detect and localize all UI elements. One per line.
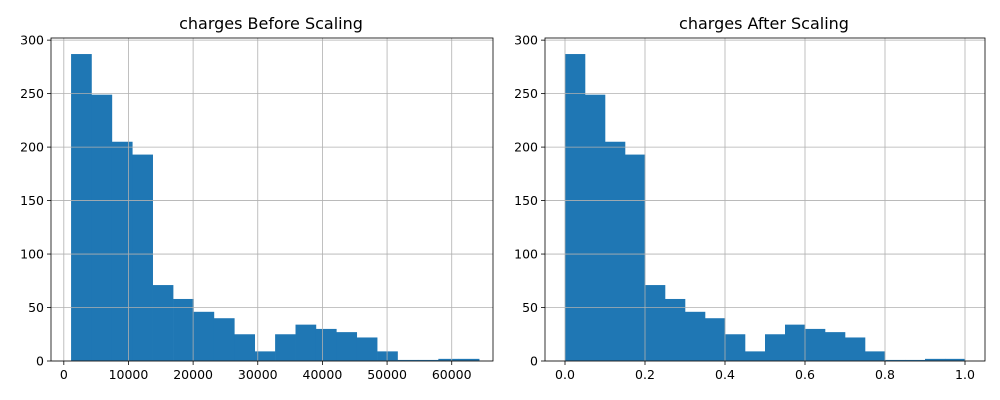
x-tick-label: 30000 (238, 367, 278, 382)
histogram-bar (725, 334, 746, 361)
x-tick-label: 0.8 (875, 367, 895, 382)
y-tick-label: 150 (20, 193, 44, 208)
x-tick-label: 1.0 (955, 367, 975, 382)
y-tick-label: 100 (514, 247, 538, 262)
histogram-bar (71, 54, 92, 362)
histogram-bar (152, 285, 174, 361)
histogram-bar (458, 358, 480, 361)
histogram-before-scaling: charges Before Scaling 0 10000 20000 30000 4… (20, 14, 494, 382)
histogram-bar (295, 324, 317, 361)
y-tick-label: 250 (514, 86, 538, 101)
y-tick-label: 250 (20, 86, 44, 101)
histogram-bar (825, 332, 846, 361)
histogram-bar (193, 311, 215, 361)
histogram-bar (645, 285, 666, 361)
histogram-bar (336, 332, 358, 361)
histogram-bar (254, 351, 276, 361)
histogram-bar (234, 334, 256, 361)
y-tick-label: 0 (530, 354, 538, 369)
histogram-bar (377, 351, 398, 361)
y-tick-label: 0 (36, 354, 44, 369)
histogram-bar (315, 328, 337, 361)
histogram-bar (785, 324, 806, 361)
histogram-bar (705, 318, 726, 361)
x-tick-label: 0 (60, 367, 68, 382)
y-tick-label: 300 (20, 33, 44, 48)
x-tick-label: 0.6 (795, 367, 815, 382)
y-tick-label: 50 (28, 300, 44, 315)
histogram-bar (745, 351, 766, 361)
histogram-bar (765, 334, 786, 361)
histogram-bar (111, 141, 133, 361)
histogram-bar (905, 359, 926, 361)
histogram-bar (865, 351, 886, 361)
y-tick-label: 100 (20, 247, 44, 262)
plot-frame (544, 37, 986, 362)
chart-title: charges Before Scaling (179, 14, 363, 33)
histogram-bar (565, 54, 586, 362)
x-tick-label: 0.0 (555, 367, 575, 382)
histogram-bar (275, 334, 296, 361)
histogram-bar (132, 154, 153, 361)
histogram-bar (665, 298, 686, 361)
x-tick-label: 0.4 (715, 367, 735, 382)
histogram-bar (845, 337, 866, 361)
histogram-after-scaling: charges After Scaling 0.0 0.2 0.4 0.6 0.8 1.0… (514, 14, 986, 382)
y-tick-label: 200 (514, 140, 538, 155)
histogram-bar (925, 358, 946, 361)
histogram-bar (945, 358, 966, 361)
chart-title: charges After Scaling (679, 14, 849, 33)
x-tick-label: 40000 (303, 367, 343, 382)
y-tick-label: 150 (514, 193, 538, 208)
histogram-bar (625, 154, 646, 361)
plot-frame (50, 37, 494, 362)
x-tick-label: 20000 (173, 367, 213, 382)
x-tick-label: 0.2 (635, 367, 655, 382)
histogram-bar (605, 141, 626, 361)
x-tick-label: 50000 (367, 367, 407, 382)
histogram-bar (397, 359, 419, 361)
histogram-bar (417, 359, 439, 361)
histogram-bar (885, 359, 906, 361)
histogram-bar (805, 328, 826, 361)
y-tick-label: 50 (522, 300, 538, 315)
histogram-bar (173, 298, 194, 361)
histogram-bar (91, 94, 113, 362)
histogram-bar (685, 311, 706, 361)
histogram-bar (356, 337, 378, 361)
x-tick-label: 60000 (432, 367, 472, 382)
y-tick-label: 300 (514, 33, 538, 48)
histogram-bar (585, 94, 606, 362)
y-tick-label: 200 (20, 140, 44, 155)
histogram-bar (213, 318, 235, 361)
x-tick-label: 10000 (109, 367, 149, 382)
histogram-bar (438, 358, 460, 361)
